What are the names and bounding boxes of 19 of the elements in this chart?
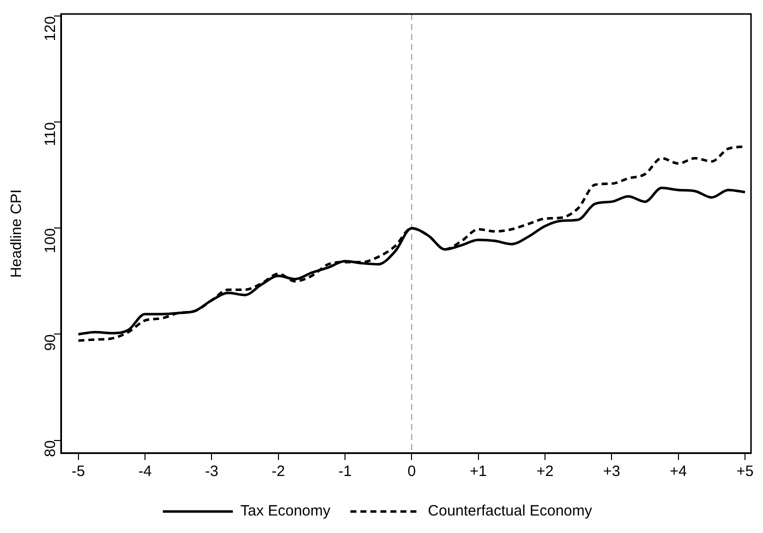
legend-label: Tax Economy	[240, 502, 331, 520]
x-tick-label: +2	[536, 463, 554, 480]
legend-label: Counterfactual Economy	[428, 502, 593, 520]
y-tick-label: 80	[42, 440, 60, 457]
x-tick-label: +4	[670, 463, 687, 480]
y-tick-label: 110	[42, 122, 60, 146]
x-tick-label: -1	[338, 463, 352, 480]
y-axis-title: Headline CPI	[8, 189, 26, 278]
x-tick-label: +1	[470, 463, 487, 480]
x-tick-label: -3	[204, 463, 218, 480]
y-tick-label: 100	[42, 228, 60, 254]
x-tick-label: -5	[72, 463, 86, 480]
y-tick-label: 90	[42, 334, 60, 351]
x-tick-label: -4	[138, 463, 152, 480]
x-tick-label: +5	[736, 463, 754, 480]
y-tick-label: 120	[42, 16, 60, 42]
x-tick-label: +3	[603, 463, 620, 480]
x-tick-label: -2	[272, 463, 286, 480]
x-tick-label: 0	[407, 463, 416, 480]
